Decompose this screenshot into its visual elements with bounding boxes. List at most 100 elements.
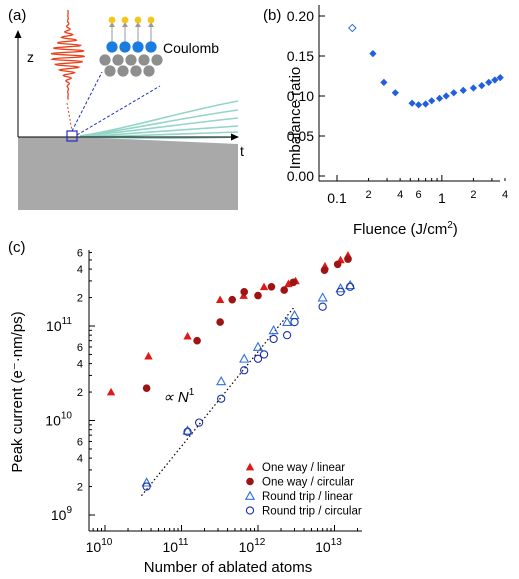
panel-c-ytick-minor-label: 6	[77, 436, 83, 448]
panel-b-data-points	[348, 23, 504, 109]
z-axis-label: z	[27, 49, 34, 65]
panel-c-point-triangle-open	[268, 324, 279, 335]
zoom-line-right	[76, 85, 161, 136]
lattice-atom	[138, 54, 150, 66]
panel-b-ytick-label: 0.20	[287, 8, 314, 24]
panel-b-point	[435, 94, 444, 102]
panel-b-point	[459, 86, 467, 94]
panel-b-ylabel: Imbalance ratio	[287, 67, 304, 170]
electron-dot	[147, 16, 155, 24]
panel-b-point	[450, 89, 458, 97]
panel-c-ylabel: Peak current (e⁻·nm/ps)	[9, 311, 26, 472]
panel-c-point-triangle-filled	[215, 295, 225, 304]
legend-label: One way / linear	[262, 462, 345, 474]
panel-c-point-circle-filled	[254, 291, 262, 300]
legend-marker-circle-open	[245, 506, 255, 515]
panel-b-point	[391, 89, 399, 97]
panel-b-point	[491, 76, 499, 84]
panel-c-point-circle-filled	[289, 278, 298, 287]
panel-c-point-circle-open	[194, 418, 204, 427]
panel-b-axes: 0.00 0.05 0.10 0.15 0.20 0.1 1 2 4 6 2 4	[287, 5, 508, 206]
panel-c-ytick-minor-label: 2	[77, 387, 83, 399]
lattice-atom	[99, 54, 111, 66]
panel-b-xtick-minor-label: 2	[470, 189, 476, 201]
panel-c-point-triangle-open	[344, 279, 356, 290]
panel-b-point	[380, 78, 388, 86]
panel-b-point	[496, 74, 504, 82]
panel-c-point-triangle-open	[141, 477, 152, 487]
panel-b-ytick-label: 0.15	[287, 48, 314, 64]
panel-c-point-circle-open	[253, 354, 263, 363]
panel-b-xtick-label: 0.1	[327, 190, 347, 206]
panel-c-point-circle-open	[290, 317, 299, 327]
panel-c-point-triangle-open	[216, 375, 227, 386]
panel-c-ytick-label: 1011	[46, 316, 72, 334]
zoom-line-left	[71, 71, 103, 132]
panel-c-point-triangle-open	[239, 353, 250, 363]
legend-label: Round trip / circular	[262, 506, 362, 518]
lattice-atom	[143, 65, 155, 77]
proportional-fit-line	[141, 306, 295, 497]
arrow-head-icon	[109, 22, 115, 27]
panel-c-point-circle-filled	[228, 295, 237, 304]
panel-b-xtick-minor-label: 6	[416, 189, 422, 201]
panel-b-xtick-minor-label: 4	[397, 189, 403, 201]
panel-b-ytick-label: 0.05	[287, 128, 314, 144]
legend-marker-triangle-filled	[245, 462, 255, 471]
panel-c-legend: One way / linear One way / circular Round …	[244, 462, 362, 518]
panel-c-point-triangle-filled	[144, 351, 153, 360]
t-axis-arrow-icon	[231, 133, 239, 141]
coulomb-label: Coulomb	[163, 40, 219, 56]
coulomb-explosion-schematic	[99, 16, 163, 77]
panel-c-point-circle-open	[345, 282, 355, 291]
panel-c-point-triangle-filled	[106, 387, 116, 396]
panel-c-point-triangle-filled	[259, 282, 269, 291]
panel-c-ytick-minor-label: 2	[77, 293, 83, 305]
panel-c-point-triangle-open	[317, 292, 328, 302]
ion-dot	[106, 41, 118, 53]
panel-b-point	[478, 82, 486, 90]
panel-c-ytick-minor-label: 6	[77, 247, 83, 259]
panel-c-point-triangle-open	[252, 341, 264, 351]
panel-c-point-circle-filled	[333, 260, 342, 269]
panel-c-point-triangle-open	[289, 309, 300, 320]
legend-marker-circle-filled	[246, 477, 254, 486]
panel-c-point-circle-open	[269, 334, 278, 344]
panel-b-point	[415, 101, 423, 109]
lattice-atom	[117, 65, 129, 77]
panel-c-xtick-label: 1010	[86, 537, 113, 555]
ion-dot	[119, 41, 131, 53]
panel-c-point-triangle-filled	[183, 331, 192, 340]
panel-c-xtick-label: 1013	[315, 537, 342, 555]
panel-c-point-circle-open	[336, 287, 345, 296]
panel-b-point	[442, 92, 450, 100]
panel-c-ytick-minor-label: 6	[77, 342, 83, 354]
panel-c-point-triangle-open	[281, 316, 293, 326]
panel-b-point	[485, 78, 493, 86]
panel-b-point	[428, 97, 436, 105]
panel-c-ytick-minor-label: 4	[77, 359, 83, 371]
pulse-guide-line	[66, 102, 73, 132]
panel-c-ytick-minor-label: 4	[77, 453, 83, 465]
legend-label: Round trip / linear	[262, 491, 353, 503]
panel-c-point-circle-open	[240, 366, 249, 375]
arrow-head-icon	[148, 22, 154, 27]
panel-c-point-triangle-open	[182, 425, 193, 435]
panel-c-ytick-label: 1010	[45, 411, 72, 429]
panel-b-point	[369, 50, 377, 58]
laser-pulse-waveform	[50, 10, 85, 100]
panel-c-ytick-label: 109	[51, 505, 73, 523]
panel-c-point-circle-filled	[267, 282, 276, 291]
lattice-atom	[125, 54, 137, 66]
panel-c-point-circle-open	[217, 394, 226, 403]
panel-c-xtick-label: 1012	[239, 537, 266, 555]
panel-b-ytick-label: 0.10	[287, 88, 314, 104]
panel-b-ytick-label: 0.00	[287, 168, 314, 184]
panel-c-point-circle-open	[259, 350, 269, 359]
panel-c-point-circle-filled	[320, 266, 329, 274]
panel-b-point	[469, 84, 478, 92]
panel-c-point-circle-filled	[240, 288, 248, 296]
panel-c-ytick-minor-label: 2	[77, 482, 83, 494]
panel-b-point	[422, 100, 430, 108]
